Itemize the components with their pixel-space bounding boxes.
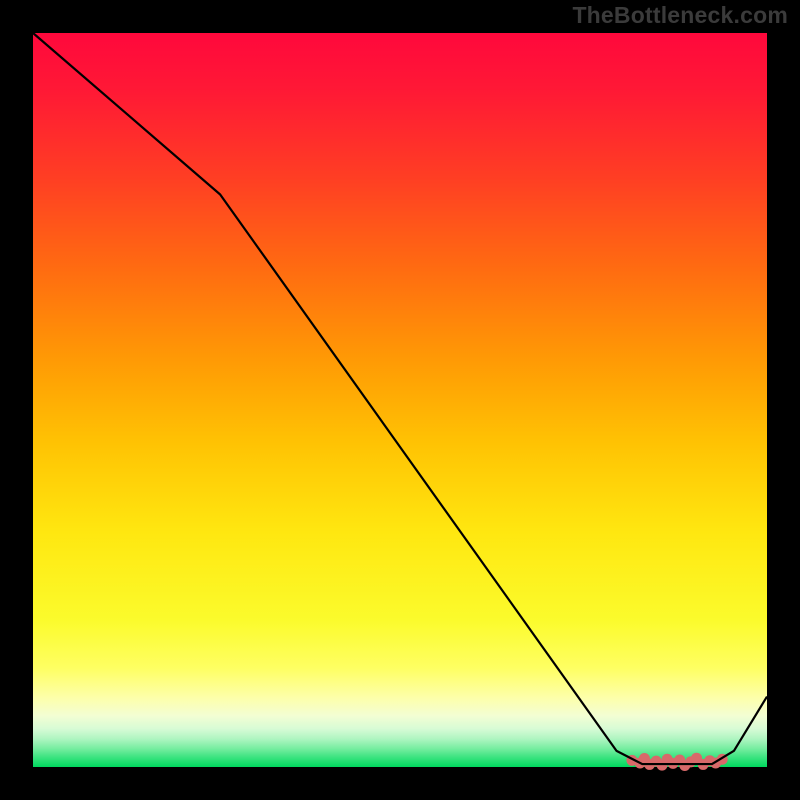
plot-background: [33, 33, 767, 767]
bottleneck-chart: [0, 0, 800, 800]
chart-frame: TheBottleneck.com: [0, 0, 800, 800]
watermark-text: TheBottleneck.com: [572, 2, 788, 29]
